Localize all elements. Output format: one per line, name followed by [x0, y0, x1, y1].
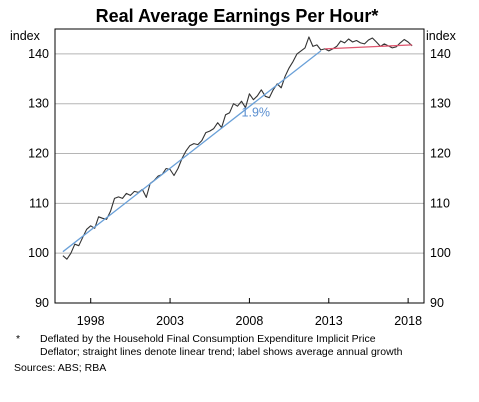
annotation-label-0: 1.9% — [242, 106, 271, 120]
sources-line: Sources: ABS; RBA — [14, 362, 107, 374]
gridlines — [55, 53, 424, 254]
footnote-text: Deflated by the Household Final Consumpt… — [40, 333, 403, 358]
x-axis-ticks: 1998 2003 2008 2013 2018 — [77, 298, 422, 328]
y-tick-right-140: 140 — [430, 47, 451, 61]
y-tick-left-120: 120 — [28, 147, 49, 161]
series-group — [62, 36, 413, 260]
footnote-row: * Deflated by the Household Final Consum… — [14, 333, 469, 358]
left-axis-unit: index — [10, 29, 41, 43]
series-line-0 — [62, 36, 413, 260]
annotations-group: 1.9% — [242, 106, 271, 120]
x-tick-label-2018: 2018 — [394, 314, 422, 328]
left-y-axis-labels: 90 100 110 120 130 140 — [28, 47, 49, 310]
x-tick-label-2008: 2008 — [236, 314, 264, 328]
y-tick-right-130: 130 — [430, 97, 451, 111]
right-axis-unit: index — [426, 29, 457, 43]
x-tick-label-2013: 2013 — [315, 314, 343, 328]
series-line-2 — [324, 44, 413, 50]
y-tick-left-110: 110 — [29, 196, 49, 210]
y-tick-left-140: 140 — [28, 47, 49, 61]
y-tick-right-120: 120 — [430, 147, 451, 161]
y-tick-left-100: 100 — [28, 246, 49, 260]
x-tick-label-2003: 2003 — [156, 314, 184, 328]
right-y-axis-labels: 90 100 110 120 130 140 — [430, 47, 451, 310]
x-tick-label-1998: 1998 — [77, 314, 105, 328]
y-tick-right-110: 110 — [430, 196, 450, 210]
footnote: * Deflated by the Household Final Consum… — [14, 333, 469, 375]
footnote-marker: * — [16, 333, 21, 345]
y-tick-left-130: 130 — [28, 97, 49, 111]
y-tick-right-100: 100 — [430, 246, 451, 260]
plot-frame — [54, 28, 425, 304]
y-tick-right-90: 90 — [430, 296, 444, 310]
y-tick-left-90: 90 — [35, 296, 49, 310]
series-line-1 — [62, 50, 322, 253]
chart-title: Real Average Earnings Per Hour* — [96, 6, 379, 26]
